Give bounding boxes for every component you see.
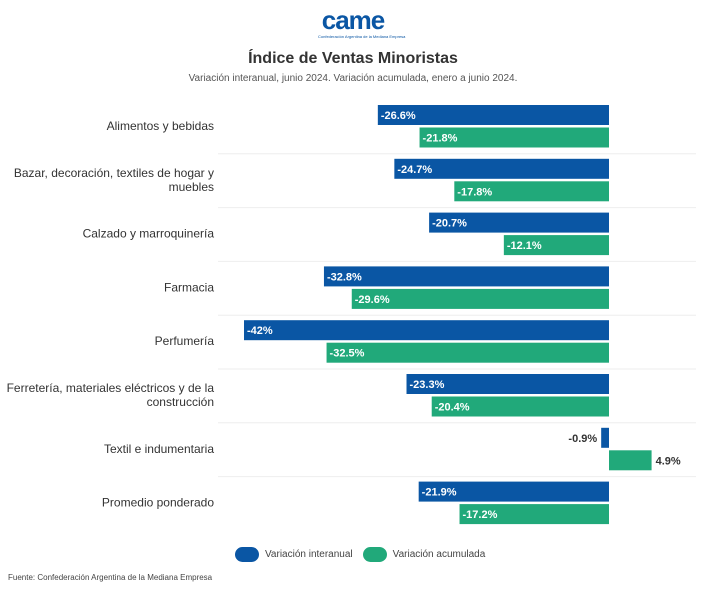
data-label: -24.7%: [397, 164, 432, 176]
category-label: muebles: [169, 180, 214, 194]
data-label: -12.1%: [507, 240, 542, 252]
legend-swatch-interanual: [235, 547, 259, 562]
category-label: Bazar, decoración, textiles de hogar y: [14, 166, 214, 180]
category-label: Promedio ponderado: [102, 496, 214, 510]
bar-acumulada: [431, 396, 609, 417]
legend-label-acumulada: Variación acumulada: [392, 549, 486, 560]
category-label: Calzado y marroquinería: [83, 227, 215, 241]
bar-interanual: [377, 105, 609, 125]
bar-interanual: [418, 481, 609, 502]
category-label: construcción: [147, 395, 214, 409]
data-label: -17.8%: [457, 186, 492, 198]
bar-interanual: [601, 427, 609, 448]
bar-interanual: [394, 158, 609, 179]
data-label: -23.3%: [410, 379, 445, 391]
legend-label-interanual: Variación interanual: [265, 549, 353, 560]
data-label: -21.9%: [422, 487, 457, 499]
legend: Variación interanual Variación acumulada: [235, 547, 485, 562]
bar-acumulada: [351, 288, 609, 309]
source-note: Fuente: Confederación Argentina de la Me…: [8, 573, 213, 582]
data-label: -0.9%: [568, 433, 597, 445]
data-label: -32.5%: [330, 348, 365, 360]
logo-mark: came: [321, 5, 386, 35]
bar-acumulada: [454, 181, 609, 202]
came-logo: came Confederación Argentina de la Media…: [318, 5, 406, 39]
bar-interanual: [406, 374, 609, 394]
bar-acumulada: [609, 450, 652, 471]
bar-acumulada: [419, 127, 609, 148]
bar-acumulada: [503, 235, 609, 256]
bar-acumulada: [459, 504, 609, 525]
data-label: -17.2%: [463, 509, 498, 521]
category-label: Alimentos y bebidas: [107, 119, 214, 133]
data-label: -21.8%: [423, 133, 458, 145]
data-label: 4.9%: [656, 455, 681, 467]
bar-acumulada: [326, 342, 609, 363]
chart-subtitle: Variación interanual, junio 2024. Variac…: [188, 73, 518, 84]
category-label: Textil e indumentaria: [104, 442, 214, 456]
bar-interanual: [429, 212, 609, 233]
data-label: -20.7%: [432, 218, 467, 230]
chart-title: Índice de Ventas Minoristas: [248, 50, 458, 67]
data-label: -26.6%: [381, 110, 416, 122]
legend-swatch-acumulada: [362, 547, 387, 562]
category-label: Ferretería, materiales eléctricos y de l…: [7, 381, 215, 395]
logo-subtext: Confederación Argentina de la Mediana Em…: [318, 34, 406, 39]
bar-interanual: [323, 266, 609, 287]
data-label: -42%: [247, 325, 273, 337]
data-label: -29.6%: [355, 294, 390, 306]
category-label: Perfumería: [155, 334, 215, 348]
data-label: -32.8%: [327, 271, 362, 283]
category-label: Farmacia: [164, 280, 214, 294]
data-label: -20.4%: [435, 402, 470, 414]
bar-interanual: [244, 320, 609, 341]
